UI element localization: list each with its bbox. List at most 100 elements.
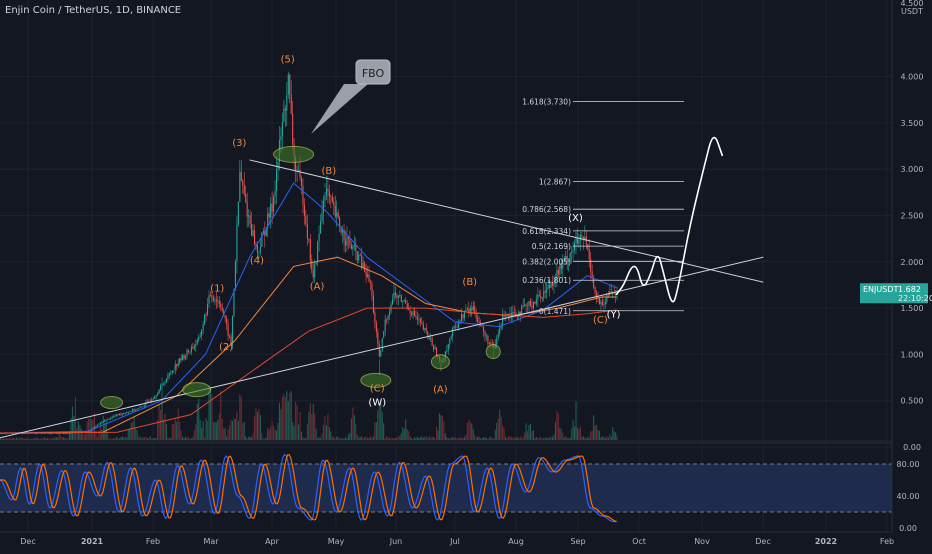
candle-body (356, 251, 358, 261)
volume-bar (275, 430, 278, 440)
candle-body (549, 284, 551, 288)
volume-bar (431, 436, 433, 440)
volume-bar (557, 413, 559, 440)
volume-bar (353, 415, 355, 440)
volume-bar (409, 436, 411, 440)
candle-body (431, 338, 433, 346)
candle-body (231, 316, 234, 345)
stochastic-d-line (0, 454, 617, 523)
volume-bar (405, 419, 407, 440)
candle-body (416, 317, 419, 320)
volume-bar (113, 438, 115, 440)
volume-bar (321, 433, 323, 440)
volume-bar (347, 434, 350, 440)
candle-body (318, 233, 320, 242)
volume-bar (261, 432, 263, 440)
trendlines[interactable] (0, 159, 764, 439)
price-axis-tick: 3.000 (901, 165, 924, 174)
candle-body (224, 315, 226, 319)
candle-body (240, 171, 242, 181)
volume-bar (137, 437, 140, 440)
candle-body (220, 304, 222, 308)
candle-body (57, 433, 59, 434)
candle-body (380, 349, 382, 357)
volume-bar (416, 436, 419, 440)
fbo-callout[interactable]: FBO (311, 59, 391, 134)
fibonacci-retracement[interactable]: 1.618(3.730) 1(2.867) 0.786(2.568) 0.618(2.… (522, 98, 684, 316)
volume-bar (359, 437, 361, 440)
candle-body (284, 108, 286, 111)
candle-body (211, 295, 213, 298)
candle-body (576, 237, 579, 244)
candle-body (118, 413, 121, 416)
volume-bar (529, 423, 532, 440)
candle-body (24, 433, 27, 434)
volume-bar (399, 435, 401, 440)
price-axis[interactable]: 4.500 USDT 4.000 3.500 3.000 2.500 2.000 1.50… (891, 0, 924, 533)
candle-body (342, 229, 344, 233)
candle-body (391, 299, 394, 305)
candle-body (568, 258, 570, 263)
volume-bar (95, 430, 97, 440)
candle-body (303, 204, 305, 216)
volume-bar (362, 438, 364, 440)
wave-label: (5) (281, 55, 295, 66)
oscillator-axis-tick: 40.00 (897, 492, 920, 501)
candle-body (22, 433, 24, 435)
volume-bar (162, 419, 165, 440)
candle-body (298, 170, 300, 172)
volume-bar (497, 418, 499, 440)
volume-bar (538, 437, 540, 440)
time-axis[interactable]: Dec 2021 Feb Mar Apr May Jun Jul Aug Sep Oct Nov Dec… (0, 531, 894, 546)
candle-body (336, 212, 338, 217)
candle-body (242, 180, 244, 185)
volume-bar (148, 437, 150, 440)
volume-bar (192, 437, 194, 440)
volume-bar (33, 438, 35, 440)
candle-body (162, 383, 165, 385)
price-pane[interactable]: 1.618(3.730) 1(2.867) 0.786(2.568) 0.618(2.… (0, 55, 764, 440)
volume-bar (223, 428, 225, 440)
volume-bar (391, 438, 394, 440)
volume-bar (309, 403, 311, 440)
volume-bar (403, 428, 405, 440)
candle-body (427, 331, 429, 337)
volume-bar (41, 438, 43, 440)
candle-body (361, 255, 363, 268)
pane-separator[interactable] (0, 440, 892, 444)
volume-bar (565, 436, 567, 440)
candle-body (358, 254, 360, 261)
volume-bar (616, 435, 618, 440)
candle-body (579, 235, 581, 241)
candle-body (334, 205, 336, 217)
candle-body (471, 307, 473, 311)
candle-body (221, 307, 223, 311)
volume-bar (190, 438, 192, 440)
volume-bar (380, 403, 382, 440)
oscillator-pane[interactable] (0, 453, 892, 523)
volume-bar (371, 437, 373, 440)
candle-body (397, 295, 399, 298)
highlight-ellipse (485, 344, 501, 360)
price-badge-price: 1.682 (898, 285, 921, 294)
volume-bar (253, 416, 256, 440)
volume-bar (615, 432, 617, 440)
candle-body (252, 230, 254, 236)
price-axis-tick: 1.000 (901, 350, 924, 359)
volume-bar (559, 427, 561, 440)
price-axis-ticks: 4.000 3.500 3.000 2.500 2.000 1.500 1.000 0.500… (901, 73, 924, 452)
candle-body (581, 235, 583, 237)
volume-bar (16, 437, 18, 440)
volume-bar (180, 430, 182, 440)
candle-body (527, 305, 529, 307)
volume-bar (358, 437, 360, 440)
time-axis-tick: 2022 (815, 537, 837, 546)
volume-bar (36, 437, 38, 440)
candle-body (582, 236, 584, 240)
volume-bar (245, 436, 247, 440)
volume-bar (306, 423, 308, 440)
candle-body (362, 262, 364, 268)
highlight-ellipse (100, 396, 124, 410)
candle-body (386, 319, 388, 321)
